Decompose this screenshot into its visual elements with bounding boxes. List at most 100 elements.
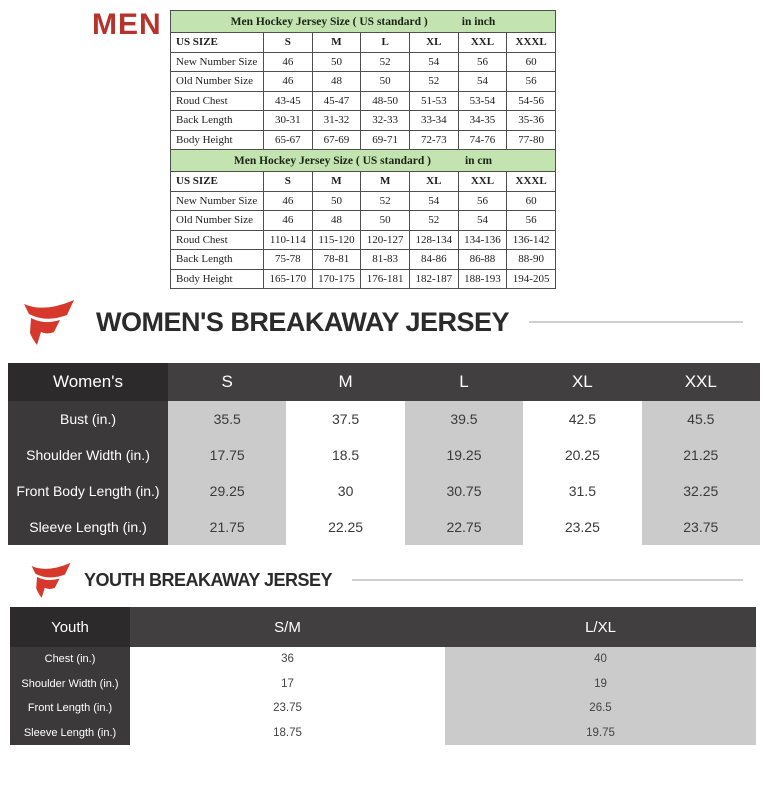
row-label: Sleeve Length (in.) [8, 509, 168, 545]
value-cell: 136-142 [506, 229, 556, 250]
row-label: Body Height [170, 129, 264, 150]
value-cell: 60 [506, 51, 556, 72]
value-cell: 52 [360, 190, 410, 211]
value-cell: 23.75 [130, 696, 445, 721]
value-cell: 120-127 [360, 229, 410, 250]
table-row: US SIZE S M M XL XXL XXXL [170, 171, 556, 192]
value-cell: 56 [457, 51, 508, 72]
value-cell: 72-73 [408, 129, 459, 150]
value-cell: 110-114 [263, 229, 313, 250]
value-cell: 19.25 [404, 437, 524, 473]
value-cell: 46 [263, 210, 313, 231]
value-cell: 165-170 [263, 268, 313, 289]
value-cell: 170-175 [311, 268, 362, 289]
value-cell: 52 [408, 71, 459, 92]
value-cell: 56 [506, 210, 556, 231]
row-label: US SIZE [170, 171, 264, 192]
value-cell: 32-33 [360, 110, 410, 131]
table-row: Back Length 30-31 31-32 32-33 33-34 34-3… [170, 110, 556, 131]
table-unit: in cm [464, 154, 493, 167]
value-cell: 35-36 [506, 110, 556, 131]
value-cell: 54-56 [506, 90, 556, 111]
column-header: Youth [10, 607, 130, 647]
value-cell: 21.25 [641, 437, 760, 473]
table-row: Roud Chest 110-114 115-120 120-127 128-1… [170, 229, 556, 250]
value-cell: 31.5 [523, 473, 642, 509]
value-cell: 48 [311, 210, 362, 231]
value-cell: 18.75 [130, 720, 445, 745]
value-cell: 88-90 [506, 249, 556, 270]
value-cell: 54 [408, 51, 459, 72]
size-cell: XL [408, 32, 459, 53]
youth-section-header: YOUTH BREAKAWAY JERSEY [30, 556, 743, 604]
value-cell: 46 [263, 51, 313, 72]
value-cell: 115-120 [311, 229, 362, 250]
value-cell: 65-67 [263, 129, 313, 150]
row-label: US SIZE [170, 32, 264, 53]
value-cell: 54 [408, 190, 459, 211]
size-cell: XXXL [506, 171, 556, 192]
women-size-table: Women's S M L XL XXL Bust (in.) 35.5 37.… [8, 363, 760, 545]
value-cell: 182-187 [408, 268, 459, 289]
value-cell: 84-86 [408, 249, 459, 270]
value-cell: 34-35 [457, 110, 508, 131]
value-cell: 32.25 [641, 473, 760, 509]
column-header: XL [523, 363, 642, 401]
table-title: Men Hockey Jersey Size ( US standard ) [230, 15, 428, 28]
row-label: Sleeve Length (in.) [10, 720, 130, 745]
table-row: Roud Chest 43-45 45-47 48-50 51-53 53-54… [170, 90, 556, 111]
table-row: Shoulder Width (in.) 17 19 [10, 671, 756, 696]
size-cell: S [263, 171, 313, 192]
table-row: Body Height 65-67 67-69 69-71 72-73 74-7… [170, 129, 556, 150]
value-cell: 56 [506, 71, 556, 92]
table-title-row: Men Hockey Jersey Size ( US standard ) in… [170, 10, 556, 33]
row-label: Bust (in.) [8, 401, 168, 437]
size-cell: XL [408, 171, 459, 192]
row-label: Shoulder Width (in.) [10, 671, 130, 696]
size-cell: M [360, 171, 410, 192]
table-row: Shoulder Width (in.) 17.75 18.5 19.25 20… [8, 437, 760, 473]
value-cell: 45.5 [641, 401, 760, 437]
value-cell: 50 [311, 190, 362, 211]
value-cell: 39.5 [404, 401, 524, 437]
value-cell: 48-50 [360, 90, 410, 111]
value-cell: 21.75 [168, 509, 287, 545]
value-cell: 40 [445, 647, 756, 672]
value-cell: 46 [263, 71, 313, 92]
table-row: Body Height 165-170 170-175 176-181 182-… [170, 268, 556, 289]
table-row: New Number Size 46 50 52 54 56 60 [170, 51, 556, 72]
value-cell: 48 [311, 71, 362, 92]
value-cell: 78-81 [311, 249, 362, 270]
row-label: New Number Size [170, 51, 264, 72]
row-label: Roud Chest [170, 229, 264, 250]
value-cell: 128-134 [408, 229, 459, 250]
table-row: Old Number Size 46 48 50 52 54 56 [170, 71, 556, 92]
value-cell: 176-181 [360, 268, 410, 289]
size-cell: L [360, 32, 410, 53]
youth-section-title: YOUTH BREAKAWAY JERSEY [84, 569, 333, 590]
value-cell: 23.25 [523, 509, 642, 545]
value-cell: 81-83 [360, 249, 410, 270]
value-cell: 20.25 [523, 437, 642, 473]
value-cell: 188-193 [457, 268, 508, 289]
value-cell: 46 [263, 190, 313, 211]
row-label: Front Body Length (in.) [8, 473, 168, 509]
table-row: Old Number Size 46 48 50 52 54 56 [170, 210, 556, 231]
value-cell: 37.5 [286, 401, 405, 437]
value-cell: 26.5 [445, 696, 756, 721]
row-label: New Number Size [170, 190, 264, 211]
value-cell: 52 [408, 210, 459, 231]
row-label: Roud Chest [170, 90, 264, 111]
size-cell: M [311, 32, 362, 53]
value-cell: 19.75 [445, 720, 756, 745]
value-cell: 31-32 [311, 110, 362, 131]
row-label: Shoulder Width (in.) [8, 437, 168, 473]
value-cell: 18.5 [286, 437, 405, 473]
table-title-row: Men Hockey Jersey Size ( US standard ) in… [170, 149, 556, 172]
table-row: Sleeve Length (in.) 18.75 19.75 [10, 720, 756, 745]
row-label: Body Height [170, 268, 264, 289]
value-cell: 194-205 [506, 268, 556, 289]
value-cell: 35.5 [168, 401, 287, 437]
value-cell: 30.75 [404, 473, 524, 509]
